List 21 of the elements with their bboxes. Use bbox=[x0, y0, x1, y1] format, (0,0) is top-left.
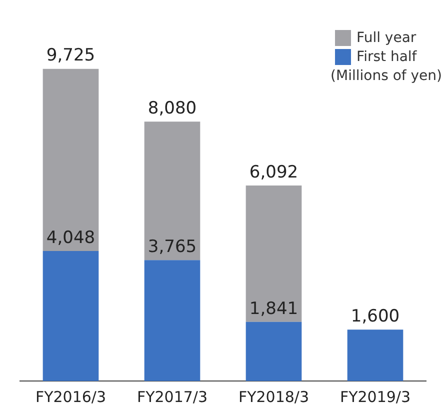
bar bbox=[42, 251, 99, 381]
bar bbox=[42, 68, 99, 252]
bar bbox=[144, 260, 200, 381]
total-label: 8,080 bbox=[148, 98, 197, 119]
bar bbox=[347, 330, 404, 381]
x-tick-label: FY2019/3 bbox=[340, 388, 411, 406]
data-label: 1,600 bbox=[350, 306, 400, 327]
total-label: 9,725 bbox=[46, 46, 96, 66]
data-label: 3,765 bbox=[148, 237, 197, 258]
legend-label: First half bbox=[356, 49, 417, 65]
annotation: (Millions of yen) bbox=[330, 68, 442, 84]
data-label: 4,048 bbox=[46, 228, 96, 248]
legend-label: Full year bbox=[356, 30, 416, 46]
x-tick-label: FY2016/3 bbox=[35, 388, 106, 406]
total-label: 6,092 bbox=[249, 162, 298, 182]
bar bbox=[144, 122, 200, 260]
x-tick-label: FY2017/3 bbox=[136, 388, 208, 406]
bar bbox=[246, 322, 302, 381]
data-label: 1,841 bbox=[249, 298, 298, 319]
x-tick-label: FY2018/3 bbox=[238, 388, 310, 406]
bar bbox=[246, 185, 302, 322]
